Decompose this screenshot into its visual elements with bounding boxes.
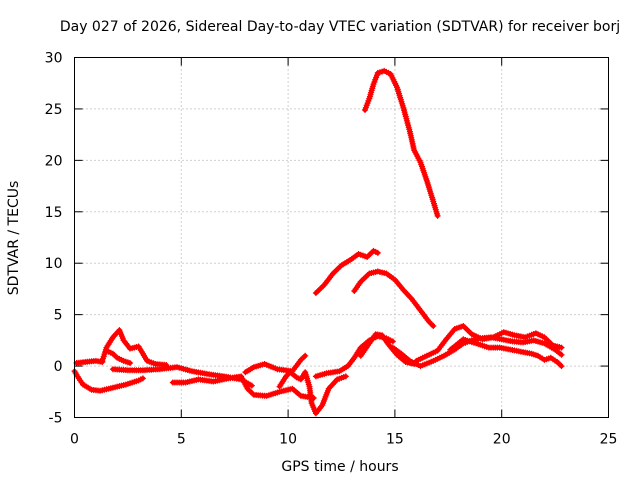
series-3 xyxy=(99,327,170,368)
y-axis-label: SDTVAR / TECUs xyxy=(6,181,22,296)
data-point xyxy=(374,249,381,256)
ticks xyxy=(74,57,609,418)
series-line xyxy=(362,68,440,219)
series-7 xyxy=(242,352,309,376)
data-point xyxy=(389,338,396,345)
series-8 xyxy=(276,369,349,417)
series-14 xyxy=(312,247,381,296)
data-point xyxy=(248,382,255,389)
data-point xyxy=(342,373,349,380)
chart-title: Day 027 of 2026, Sidereal Day-to-day VTE… xyxy=(60,19,620,35)
y-tick-label: 10 xyxy=(45,256,63,272)
data-point xyxy=(139,375,146,382)
series-16 xyxy=(362,67,441,219)
data-point xyxy=(430,323,437,329)
x-tick-label: 10 xyxy=(279,432,297,448)
series-15 xyxy=(351,268,437,329)
data-point xyxy=(127,360,133,366)
series-13 xyxy=(447,336,565,370)
data-point xyxy=(434,212,441,219)
x-axis-label: GPS time / hours xyxy=(281,459,398,475)
series-12 xyxy=(413,323,565,364)
data-point xyxy=(558,344,565,351)
y-tick-label: 30 xyxy=(45,51,63,67)
x-tick-label: 5 xyxy=(177,432,186,448)
plot-frame xyxy=(74,57,609,418)
tick-labels: 0 5 10 15 20 25 -5 0 5 10 15 20 25 30 xyxy=(45,51,618,448)
data-point xyxy=(558,363,565,370)
x-tick-label: 20 xyxy=(493,432,511,448)
series-layer xyxy=(71,67,565,417)
y-tick-label: -5 xyxy=(49,411,63,427)
data-point xyxy=(302,352,309,359)
y-tick-label: 25 xyxy=(45,102,63,118)
data-point xyxy=(558,351,565,358)
x-tick-label: 0 xyxy=(70,432,79,448)
y-tick-label: 20 xyxy=(45,153,63,169)
x-tick-label: 25 xyxy=(600,432,618,448)
x-tick-label: 15 xyxy=(386,432,404,448)
y-tick-label: 0 xyxy=(54,359,63,375)
series-6 xyxy=(169,373,317,401)
series-1 xyxy=(73,357,106,366)
series-4 xyxy=(103,347,133,366)
y-tick-label: 5 xyxy=(54,308,63,324)
data-point xyxy=(112,353,119,360)
y-tick-label: 15 xyxy=(45,205,63,221)
